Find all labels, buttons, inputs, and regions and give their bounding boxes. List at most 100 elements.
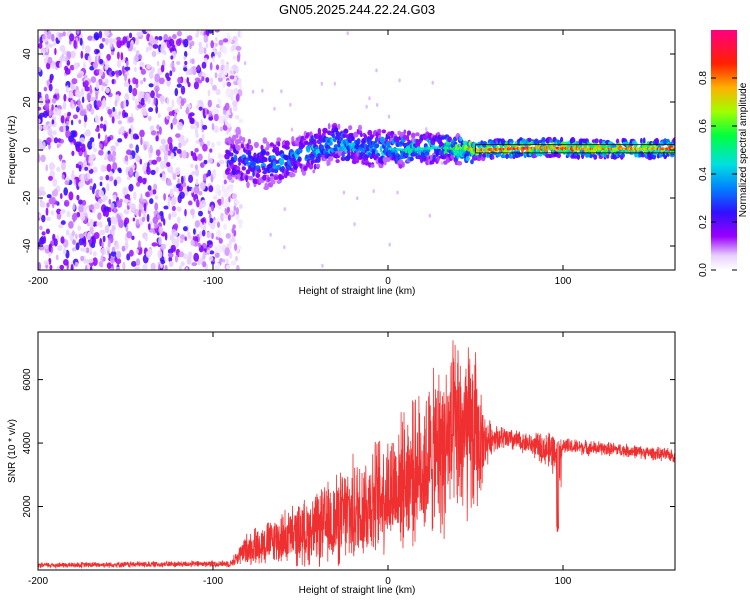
snr-plot-area bbox=[38, 332, 675, 570]
spectrogram-cell bbox=[186, 77, 190, 84]
spectrogram-cell bbox=[178, 251, 184, 258]
spectrogram-cell bbox=[198, 242, 201, 248]
spectrogram-cell bbox=[191, 262, 198, 267]
spectrogram-cell bbox=[202, 251, 206, 259]
spectrogram-cell bbox=[87, 35, 93, 41]
spectrogram-cell bbox=[270, 179, 276, 185]
spectrogram-cell bbox=[213, 219, 217, 224]
spectrogram-cell bbox=[260, 148, 267, 156]
spectrogram-cell bbox=[239, 204, 243, 209]
spectrogram-cell bbox=[159, 173, 163, 178]
spectrogram-cell bbox=[166, 97, 170, 106]
colorbar-tick-label: 0.6 bbox=[698, 119, 709, 133]
spectrogram-cell bbox=[129, 143, 134, 149]
spectrogram-cell bbox=[276, 137, 282, 143]
spectrogram-cell bbox=[194, 164, 198, 170]
spectrogram-cell bbox=[193, 228, 196, 235]
spectrogram-cell bbox=[101, 37, 106, 42]
spectrogram-cell bbox=[50, 210, 54, 216]
spectrogram-cell bbox=[156, 81, 160, 86]
spectrogram-cell bbox=[125, 149, 132, 155]
snr-series-line bbox=[38, 340, 675, 570]
spectrogram-cell bbox=[123, 209, 128, 215]
spectrogram-cell bbox=[148, 107, 154, 113]
spectrogram-cell bbox=[89, 185, 93, 191]
spectrogram-cell bbox=[51, 33, 55, 42]
spectrogram-cell bbox=[67, 111, 72, 117]
spectrogram-cell bbox=[171, 201, 175, 206]
spectrogram-cell bbox=[353, 222, 356, 227]
spectrogram-cell bbox=[128, 32, 133, 39]
spectrogram-cell bbox=[228, 196, 231, 203]
spectrogram-cell bbox=[381, 129, 387, 134]
spectrogram-cell bbox=[118, 127, 125, 134]
spectrogram-cell bbox=[203, 34, 209, 43]
spectrogram-cell bbox=[106, 182, 110, 192]
spectrogram-cell bbox=[642, 137, 646, 145]
spectrogram-cell bbox=[157, 250, 163, 259]
spectrogram-cell bbox=[110, 202, 115, 209]
spectrogram-cell bbox=[213, 113, 219, 122]
spectrogram-cell bbox=[327, 156, 334, 162]
spectrogram-cell bbox=[79, 137, 85, 143]
spectrogram-cell bbox=[89, 266, 93, 270]
spectrogram-cell bbox=[232, 104, 238, 112]
spectrogram-cell bbox=[119, 198, 123, 203]
spectrogram-cell bbox=[214, 30, 220, 33]
spectrogram-cell bbox=[207, 89, 211, 97]
spectrogram-cell bbox=[134, 66, 137, 73]
spectrogram-cell bbox=[253, 152, 257, 159]
spectrogram-cell bbox=[86, 92, 91, 102]
spectrogram-cell bbox=[64, 68, 71, 75]
spectrogram-cell bbox=[327, 160, 331, 166]
spectrogram-cell bbox=[342, 133, 347, 138]
spectrogram-cell bbox=[217, 72, 223, 79]
spectrogram-cell bbox=[89, 218, 94, 227]
spectrogram-cell bbox=[151, 242, 158, 247]
spectrogram-cell bbox=[200, 162, 205, 168]
spectrogram-cell bbox=[181, 150, 187, 159]
spectrogram-cell bbox=[226, 184, 232, 191]
spectrogram-cell bbox=[180, 85, 186, 95]
spectrogram-cell bbox=[78, 238, 85, 246]
spectrogram-cell bbox=[114, 70, 120, 75]
spectrogram-cell bbox=[65, 229, 70, 236]
spectrogram-cell bbox=[61, 162, 66, 171]
spectrogram-cell bbox=[224, 69, 228, 76]
spectrogram-cell bbox=[88, 204, 95, 211]
spectrogram-cell bbox=[232, 89, 238, 95]
spectrogram-cell bbox=[130, 131, 134, 141]
spectrogram-cell bbox=[168, 256, 173, 263]
spectrogram-cell bbox=[115, 242, 120, 250]
spectrogram-cell bbox=[71, 230, 75, 237]
spectrogram-cell bbox=[284, 140, 290, 147]
spectrogram-cell bbox=[150, 169, 156, 175]
spectrogram-cell bbox=[106, 136, 111, 142]
spectrogram-cell bbox=[208, 185, 214, 193]
spectrogram-cell bbox=[158, 236, 162, 246]
spectrogram-cell bbox=[223, 179, 227, 185]
spectrogram-cell bbox=[102, 197, 106, 203]
spectrogram-cell bbox=[406, 130, 412, 136]
spectrogram-cell bbox=[123, 81, 129, 88]
spectrogram-cell bbox=[66, 120, 70, 126]
spectrogram-cell bbox=[90, 108, 95, 115]
snr-y-ticks: 2000 4000 6000 bbox=[22, 368, 675, 518]
spectrogram-cell bbox=[213, 171, 217, 177]
spectrogram-cell bbox=[140, 97, 145, 106]
spectrogram-cell bbox=[269, 142, 274, 147]
spectrogram-cell bbox=[156, 124, 160, 130]
spectrogram-cell bbox=[45, 44, 49, 53]
spectrogram-cell bbox=[39, 225, 43, 231]
spectrogram-cell bbox=[99, 229, 106, 236]
spectrogram-cell bbox=[218, 238, 223, 244]
spectrogram-cell bbox=[238, 118, 243, 124]
spectrogram-cell bbox=[176, 83, 182, 88]
spectrogram-cell bbox=[149, 189, 154, 196]
spectrogram-cell bbox=[147, 185, 152, 191]
spectrogram-cell bbox=[208, 110, 212, 119]
spectrogram-cell bbox=[491, 155, 495, 160]
spectrogram-cell bbox=[440, 161, 443, 166]
spectrogram-cell bbox=[39, 97, 44, 106]
spectrogram-cell bbox=[222, 124, 228, 131]
